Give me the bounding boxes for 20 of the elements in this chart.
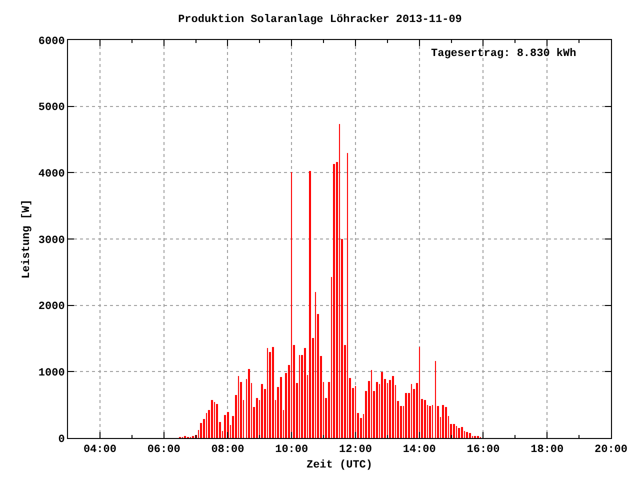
x-tick-label: 10:00 (275, 444, 308, 456)
y-tick-label: 0 (58, 434, 65, 446)
x-tick-label: 12:00 (338, 444, 372, 456)
x-tick-label: 20:00 (594, 444, 628, 456)
x-tick-label: 18:00 (530, 444, 564, 456)
y-tick-label: 1000 (38, 368, 65, 380)
x-axis-title: Zeit (UTC) (306, 459, 373, 472)
x-tick-label: 04:00 (83, 444, 116, 456)
annotation: Tagesertrag: 8.830 kWh (431, 48, 576, 60)
y-axis-title: Leistung [W] (21, 199, 34, 279)
y-tick-label: 4000 (38, 168, 65, 181)
y-tick-label: 2000 (38, 301, 65, 314)
x-tick-label: 08:00 (211, 444, 244, 456)
y-tick-label: 3000 (38, 234, 65, 247)
chart-title: Produktion Solaranlage Löhracker 2013-11-09 (178, 14, 462, 26)
x-tick-label: 06:00 (147, 444, 180, 456)
y-tick-label: 6000 (38, 36, 65, 48)
x-tick-label: 14:00 (402, 444, 436, 456)
y-tick-label: 5000 (38, 102, 65, 114)
x-tick-label: 16:00 (466, 444, 500, 456)
